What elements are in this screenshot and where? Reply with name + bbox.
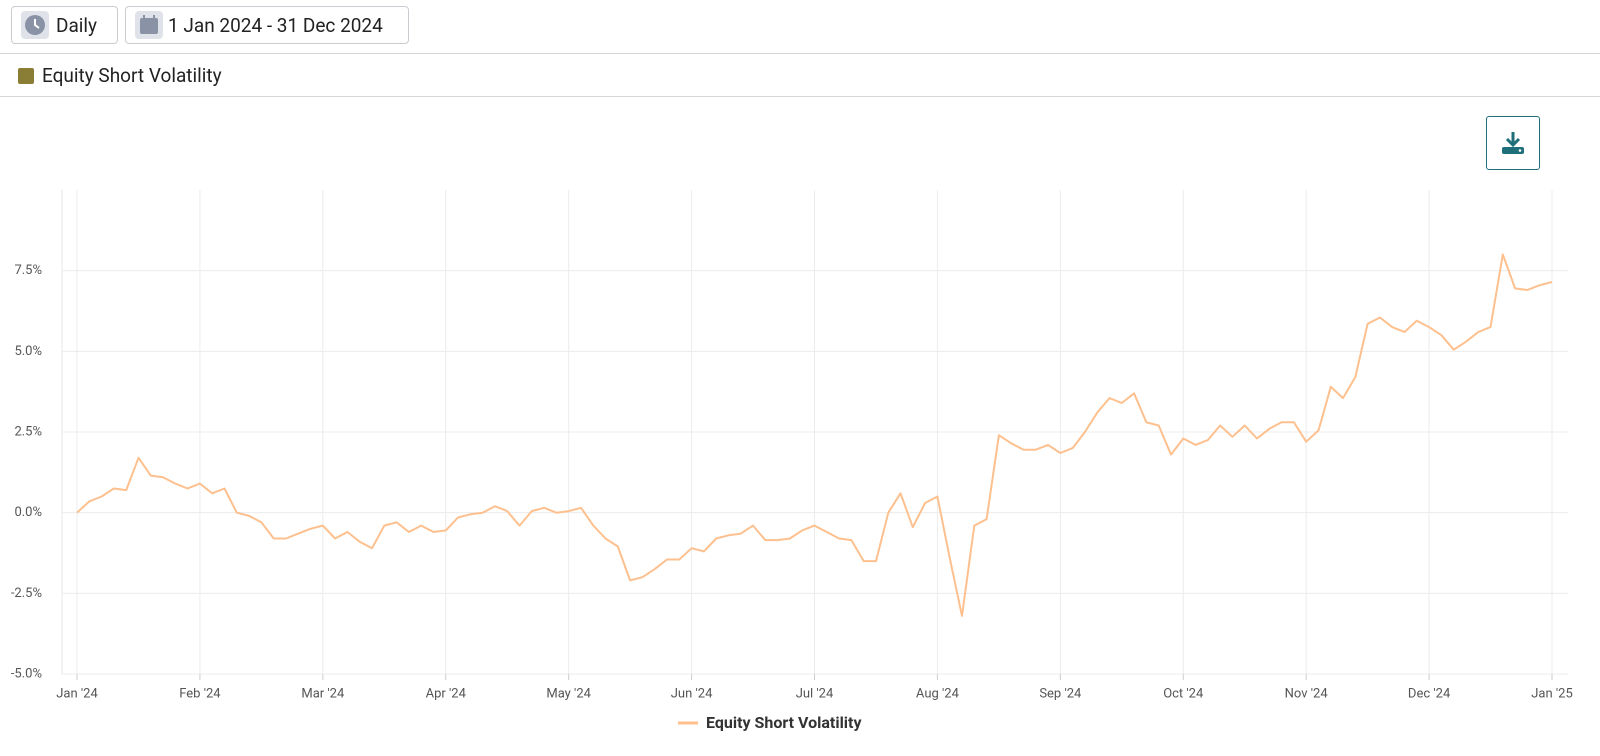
y-tick-label: 0.0% — [14, 505, 42, 520]
x-tick-label: Mar '24 — [301, 686, 345, 701]
x-tick-label: Apr '24 — [426, 686, 467, 701]
x-tick-label: Feb '24 — [179, 686, 221, 701]
legend-label: Equity Short Volatility — [706, 713, 862, 732]
x-tick-label: Jan '24 — [56, 686, 98, 701]
calendar-icon — [135, 11, 163, 39]
x-tick-label: Sep '24 — [1039, 686, 1082, 701]
separator — [0, 53, 1600, 54]
x-tick-label: Jan '25 — [1531, 686, 1573, 701]
x-tick-label: Dec '24 — [1408, 686, 1451, 701]
x-tick-label: Jun '24 — [671, 686, 713, 701]
y-tick-label: 7.5% — [14, 263, 42, 278]
series-line — [76, 253, 1553, 617]
separator — [0, 96, 1600, 97]
y-tick-label: -5.0% — [11, 666, 42, 681]
y-tick-label: 5.0% — [14, 344, 42, 359]
series-panel: Equity Short Volatility — [18, 64, 222, 87]
y-tick-label: 2.5% — [14, 424, 42, 439]
interval-label: Daily — [56, 13, 98, 37]
download-button[interactable] — [1486, 116, 1540, 170]
interval-button[interactable]: Daily — [11, 6, 118, 44]
series-swatch — [18, 67, 34, 84]
x-tick-label: Oct '24 — [1163, 686, 1204, 701]
clock-icon — [21, 11, 49, 39]
x-tick-label: May '24 — [546, 686, 591, 701]
date-range-label: 1 Jan 2024 - 31 Dec 2024 — [168, 13, 383, 37]
download-icon — [1502, 132, 1524, 154]
series-panel-name: Equity Short Volatility — [42, 64, 222, 87]
x-tick-label: Nov '24 — [1285, 686, 1329, 701]
x-tick-label: Jul '24 — [796, 686, 834, 701]
x-tick-label: Aug '24 — [916, 686, 960, 701]
date-range-button[interactable]: 1 Jan 2024 - 31 Dec 2024 — [125, 6, 409, 44]
y-tick-label: -2.5% — [11, 586, 42, 601]
